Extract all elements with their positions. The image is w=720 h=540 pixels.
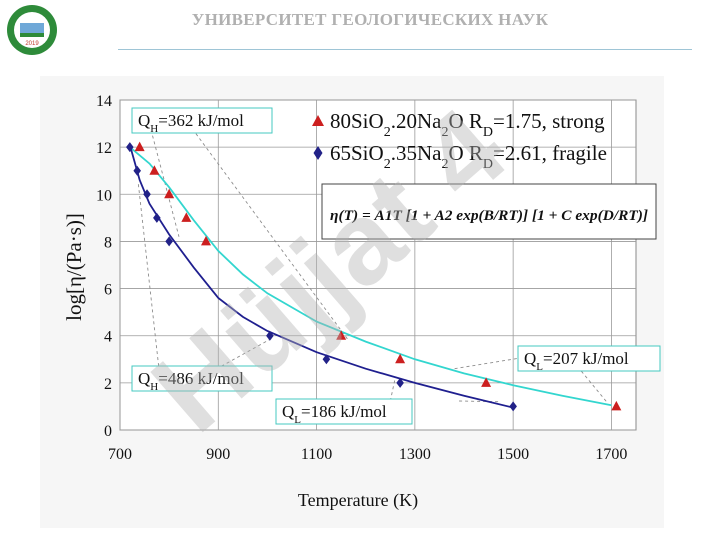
y-tick-label: 2 [104,376,112,393]
x-tick-label: 1500 [497,446,529,463]
x-tick-label: 700 [108,446,132,463]
annotation-leader [188,123,349,341]
strong-data-point [181,212,192,222]
annotation-leader [149,123,180,237]
y-tick-label: 8 [104,234,112,251]
x-tick-label: 1700 [595,446,627,463]
university-logo: 2019 [7,5,57,55]
strong-data-point [134,141,145,152]
fragile-data-point [322,354,331,365]
figure-panel: 700 900 1100 1300 1500 1700 0 2 4 6 8 10 12 14 Tempera… [40,76,664,528]
annotation-box-ql1 [275,398,413,425]
header-divider [118,49,692,50]
y-axis-title: log[η/(Pa·s)] [62,213,86,321]
y-tick-label: 0 [104,423,112,440]
strong-data-point [336,330,347,340]
annotation-box-qh1 [131,107,273,134]
strong-data-point [395,353,406,364]
legend-marker-fragile [313,146,323,160]
strong-data-point [481,377,492,387]
annotation-label-ql1: QL=186 kJ/mol [282,402,387,426]
y-tick-label: 12 [96,140,112,157]
annotation-label-ql2: QL=207 kJ/mol [524,349,629,373]
y-tick-label: 14 [96,93,112,110]
equation-box [321,183,657,240]
annotation-box-ql2 [517,345,661,372]
strong-data-point [149,165,160,175]
x-tick-label: 1300 [399,446,431,463]
y-tick-label: 10 [96,187,112,204]
viscosity-chart: 700 900 1100 1300 1500 1700 0 2 4 6 8 10 12 14 Tempera… [62,93,661,511]
strong-data-point [611,400,622,411]
annotation-leader [137,182,160,373]
annotation-label-qh1: QH=362 kJ/mol [138,111,244,135]
x-tick-label: 1100 [301,446,332,463]
y-tick-label: 4 [104,329,112,346]
fragile-data-point [266,330,274,341]
y-tick-label: 6 [104,282,112,299]
annotation-label-qh2: QH=486 kJ/mol [138,369,244,393]
annotation-box-qh2 [131,365,273,392]
legend-label-fragile: 65SiO2.35Na2O RD=2.61, fragile [330,141,607,172]
university-title: УНИВЕРСИТЕТ ГЕОЛОГИЧЕСКИХ НАУК [191,10,549,29]
legend-marker-strong [312,115,324,126]
fragile-data-point [396,377,404,388]
x-tick-label: 900 [206,446,230,463]
strong-fit-curve [129,146,612,407]
logo-year-text: 2019 [25,41,39,47]
fragile-data-point [509,401,517,412]
strong-data-point [164,188,175,199]
fragile-fit-curve [128,144,514,409]
fragile-data-point [126,142,134,153]
annotation-leader [389,378,396,402]
slide-header: 2019 УНИВЕРСИТЕТ ГЕОЛОГИЧЕСКИХ НАУК [0,0,720,56]
equation-text: η(T) = A1T [1 + A2 exp(B/RT)] [1 + C exp… [330,208,648,224]
legend-label-strong: 80SiO2.20Na2O RD=1.75, strong [330,109,605,140]
x-axis-title: Temperature (K) [298,490,418,511]
strong-data-point [201,235,211,246]
fragile-data-point [153,212,161,223]
fragile-data-point [165,236,173,247]
